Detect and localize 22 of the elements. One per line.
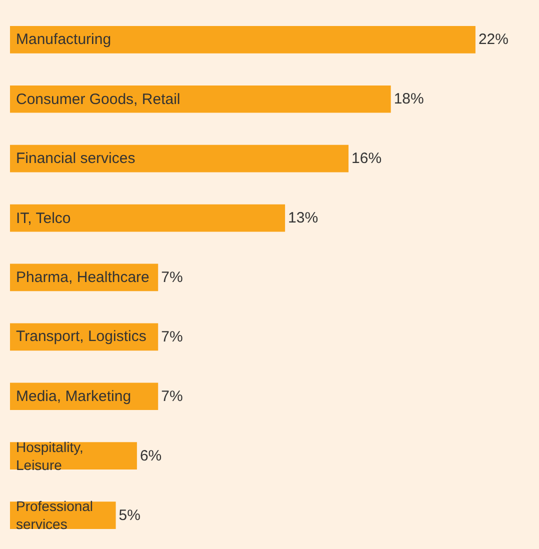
data-label: 7% — [161, 268, 183, 286]
data-label: 5% — [118, 506, 140, 524]
y-tick-label: Transport, Logistics — [16, 328, 146, 345]
y-tick-label: IT, Telco — [16, 210, 71, 227]
y-tick-label: Media, Marketing — [16, 388, 132, 405]
data-label: 7% — [161, 328, 183, 346]
data-label: 18% — [394, 90, 424, 108]
data-label: 22% — [478, 31, 508, 48]
data-label: 13% — [288, 210, 318, 227]
y-tick-label: Consumer Goods, Retail — [16, 91, 180, 108]
y-tick-label: Manufacturing — [16, 31, 112, 48]
data-label: 6% — [140, 447, 162, 464]
bar — [10, 85, 391, 113]
bar — [10, 26, 476, 54]
y-tick-label: Hospitality, Leisure — [16, 439, 84, 474]
bar — [10, 204, 286, 232]
y-tick-label: Pharma, Healthcare — [16, 269, 150, 286]
data-label: 7% — [161, 388, 183, 405]
y-tick-label: Financial services — [16, 150, 136, 167]
bar — [10, 144, 349, 172]
y-tick-label: Professional services — [16, 498, 94, 532]
data-label: 16% — [352, 150, 382, 168]
